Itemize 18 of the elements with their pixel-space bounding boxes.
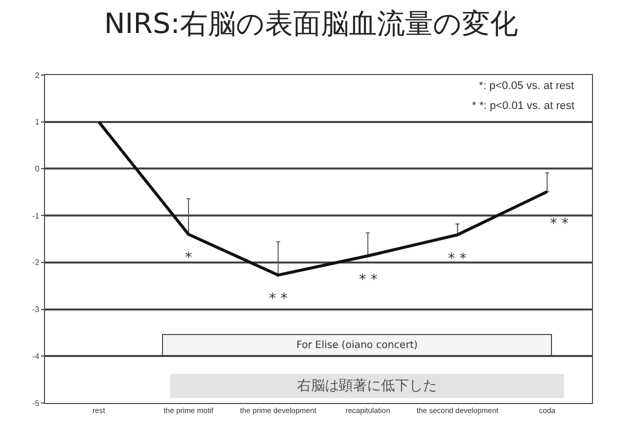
annotation: * * xyxy=(269,291,288,307)
annotation: * * xyxy=(359,272,378,288)
annotation: * * xyxy=(448,251,466,267)
annotation: * xyxy=(185,250,192,266)
highlight-box: 右脳は顕著に低下した xyxy=(170,374,564,398)
annotation: * *: p<0.01 vs. at rest xyxy=(472,100,574,112)
y-tick-label: -5 xyxy=(32,398,40,408)
annotation: *: p<0.05 vs. at rest xyxy=(479,80,574,92)
y-tick-label: -4 xyxy=(32,352,40,361)
annotation: * * xyxy=(550,216,568,232)
y-tick-label: -3 xyxy=(32,305,40,314)
caption-box: For Elise (oiano concert) xyxy=(162,334,552,356)
y-tick-label: -1 xyxy=(32,211,40,220)
chart-title: NIRS:右脳の表面脳血流量の変化 xyxy=(104,7,518,40)
y-tick-label: -2 xyxy=(32,258,40,268)
y-tick-label: 0 xyxy=(34,164,40,174)
y-tick-label: 1 xyxy=(34,118,40,127)
y-tick-label: 2 xyxy=(34,70,40,80)
